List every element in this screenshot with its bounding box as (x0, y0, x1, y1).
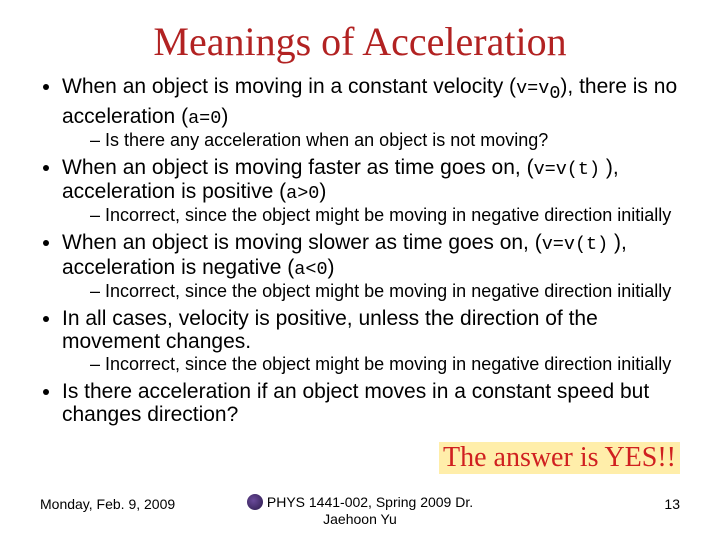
b3-post: ) (328, 256, 335, 279)
bullet-2: When an object is moving faster as time … (62, 156, 680, 226)
bullet-3-sublist: Incorrect, since the object might be mov… (90, 281, 680, 301)
bullet-1-sublist: Is there any acceleration when an object… (90, 130, 680, 150)
b2-pre: When an object is moving faster as time … (62, 156, 534, 179)
bullet-1: When an object is moving in a constant v… (62, 75, 680, 150)
footer-center-1: PHYS 1441-002, Spring 2009 Dr. (267, 494, 473, 510)
slide: Meanings of Acceleration When an object … (0, 0, 720, 540)
footer: Monday, Feb. 9, 2009 PHYS 1441-002, Spri… (40, 494, 680, 528)
b1-mono2: a=0 (188, 108, 221, 129)
bullet-2-sublist: Incorrect, since the object might be mov… (90, 205, 680, 225)
b2-mono2: a>0 (286, 183, 319, 204)
footer-center-2: Jaehoon Yu (323, 511, 397, 527)
b3-pre: When an object is moving slower as time … (62, 231, 542, 254)
bullet-list: When an object is moving in a constant v… (62, 75, 680, 427)
slide-title: Meanings of Acceleration (40, 18, 680, 65)
b5-text: Is there acceleration if an object moves… (62, 380, 649, 427)
b1-post: ) (221, 105, 228, 128)
answer-callout: The answer is YES!! (439, 442, 680, 474)
bullet-2-sub-1: Incorrect, since the object might be mov… (90, 205, 680, 225)
b1-sub: 0 (549, 83, 560, 104)
b3-mono2: a<0 (294, 259, 327, 280)
bullet-1-sub-1: Is there any acceleration when an object… (90, 130, 680, 150)
b2-mono: v=v(t) (534, 159, 601, 180)
bullet-4-sub-1: Incorrect, since the object might be mov… (90, 354, 680, 374)
b1-text-pre: When an object is moving in a constant v… (62, 75, 516, 98)
footer-page: 13 (664, 496, 680, 512)
seal-icon (247, 494, 263, 510)
b1-mono: v=v (516, 78, 549, 99)
bullet-3: When an object is moving slower as time … (62, 231, 680, 301)
bullet-5: Is there acceleration if an object moves… (62, 380, 680, 427)
b4-text: In all cases, velocity is positive, unle… (62, 307, 598, 354)
b3-mono: v=v(t) (542, 234, 609, 255)
bullet-3-sub-1: Incorrect, since the object might be mov… (90, 281, 680, 301)
bullet-4-sublist: Incorrect, since the object might be mov… (90, 354, 680, 374)
b2-post: ) (319, 180, 326, 203)
bullet-4: In all cases, velocity is positive, unle… (62, 307, 680, 374)
footer-date: Monday, Feb. 9, 2009 (40, 496, 175, 512)
